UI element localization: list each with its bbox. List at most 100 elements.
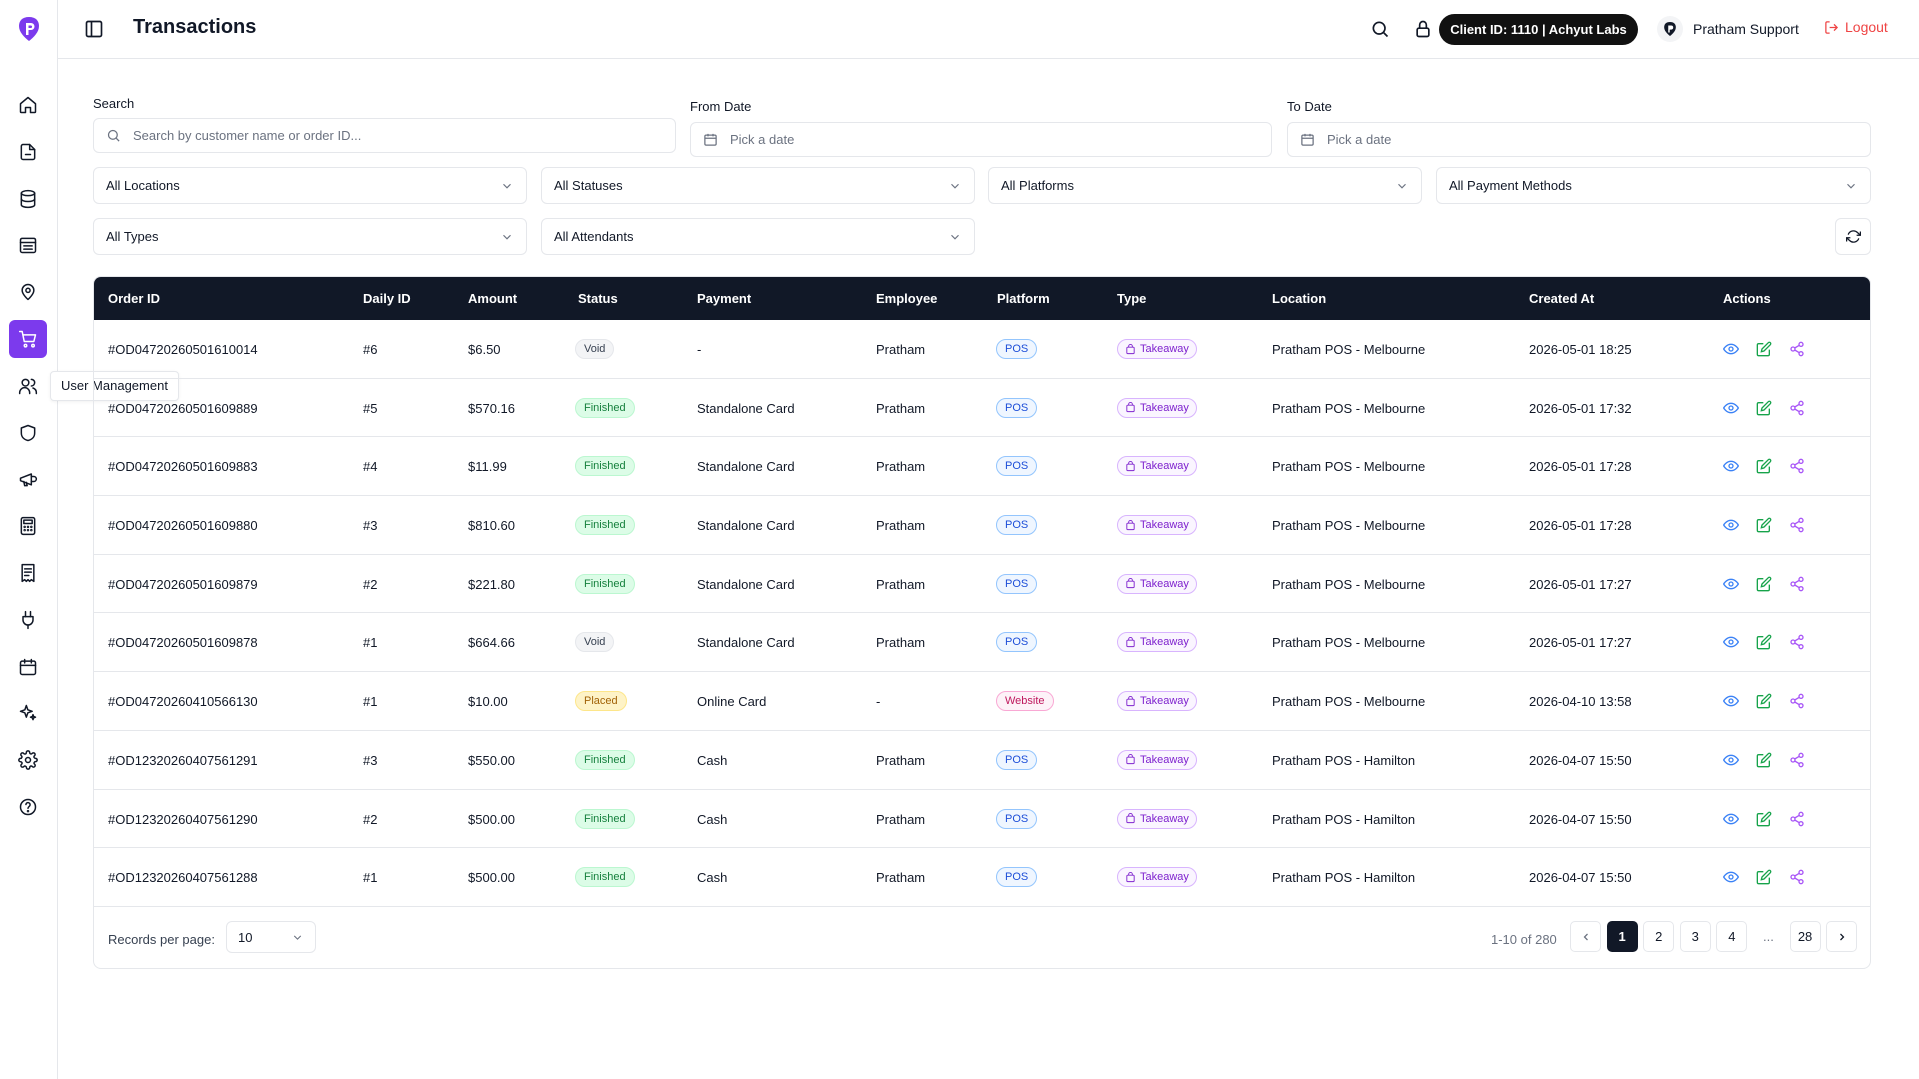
share-icon[interactable] — [1789, 341, 1805, 357]
search-icon[interactable] — [1370, 19, 1390, 39]
eye-icon[interactable] — [1723, 634, 1739, 650]
order-id[interactable]: #OD12320260407561290 — [108, 811, 258, 827]
table-row[interactable]: #OD04720260501609879 #2 $221.80 Finished Sta… — [94, 555, 1870, 614]
edit-icon[interactable] — [1756, 752, 1772, 768]
page-button[interactable]: 2 — [1643, 921, 1675, 952]
order-id[interactable]: #OD04720260501609879 — [108, 576, 258, 592]
share-icon[interactable] — [1789, 752, 1805, 768]
share-icon[interactable] — [1789, 400, 1805, 416]
sidebar-item-map-pin[interactable] — [9, 273, 47, 311]
chevron-down-icon — [951, 183, 959, 189]
next-page-button[interactable] — [1826, 921, 1858, 952]
sidebar-item-building[interactable] — [9, 226, 47, 264]
edit-icon[interactable] — [1756, 400, 1772, 416]
eye-icon[interactable] — [1723, 869, 1739, 885]
user-avatar[interactable] — [1657, 16, 1683, 42]
types-select[interactable]: All Types — [93, 218, 527, 255]
client-badge[interactable]: Client ID: 1110 | Achyut Labs — [1439, 14, 1638, 45]
location: Pratham POS - Hamilton — [1272, 811, 1416, 827]
statuses-select[interactable]: All Statuses — [541, 167, 975, 204]
amount: $664.66 — [468, 635, 515, 651]
lock-icon[interactable] — [1413, 19, 1433, 39]
sidebar-item-megaphone[interactable] — [9, 460, 47, 498]
sidebar-item-shield[interactable] — [9, 414, 47, 452]
attendants-select[interactable]: All Attendants — [541, 218, 975, 255]
row-actions — [1723, 517, 1805, 533]
share-icon[interactable] — [1789, 576, 1805, 592]
sidebar-item-plug[interactable] — [9, 601, 47, 639]
eye-icon[interactable] — [1723, 693, 1739, 709]
sidebar-item-database[interactable] — [9, 180, 47, 218]
eye-icon[interactable] — [1723, 517, 1739, 533]
table-row[interactable]: #OD12320260407561291 #3 $550.00 Finished Cas… — [94, 731, 1870, 790]
sidebar-item-calculator[interactable] — [9, 507, 47, 545]
table-row[interactable]: #OD04720260501609889 #5 $570.16 Finished Sta… — [94, 379, 1870, 438]
table-row[interactable]: #OD04720260501609883 #4 $11.99 Finished Stan… — [94, 437, 1870, 497]
eye-icon[interactable] — [1723, 811, 1739, 827]
sidebar-item-receipt[interactable] — [9, 554, 47, 592]
from-date-picker[interactable]: Pick a date — [690, 122, 1272, 157]
share-icon[interactable] — [1789, 811, 1805, 827]
locations-select[interactable]: All Locations — [93, 167, 527, 204]
share-icon[interactable] — [1789, 517, 1805, 533]
share-icon[interactable] — [1789, 869, 1805, 885]
edit-icon[interactable] — [1756, 517, 1772, 533]
edit-icon[interactable] — [1756, 458, 1772, 474]
sidebar-toggle-icon[interactable] — [84, 19, 104, 39]
sidebar-item-sparkles[interactable] — [9, 694, 47, 732]
sidebar-item-home[interactable] — [9, 86, 47, 124]
order-id[interactable]: #OD04720260501609880 — [108, 518, 258, 534]
edit-icon[interactable] — [1756, 869, 1772, 885]
platforms-select[interactable]: All Platforms — [988, 167, 1422, 204]
table-row[interactable]: #OD04720260501610014 #6 $6.50 Void - Pratham P… — [94, 320, 1870, 379]
table-row[interactable]: #OD04720260410566130 #1 $10.00 Placed Online… — [94, 672, 1870, 731]
order-id[interactable]: #OD12320260407561291 — [108, 752, 258, 768]
to-date-picker[interactable]: Pick a date — [1287, 122, 1871, 157]
eye-icon[interactable] — [1723, 400, 1739, 416]
eye-icon[interactable] — [1723, 341, 1739, 357]
eye-icon[interactable] — [1723, 576, 1739, 592]
to-date-label: To Date — [1287, 99, 1332, 114]
order-id[interactable]: #OD12320260407561288 — [108, 870, 258, 886]
table-row[interactable]: #OD12320260407561288 #1 $500.00 Finished Cas… — [94, 848, 1870, 907]
brand-logo[interactable] — [17, 16, 41, 42]
sidebar-item-file[interactable] — [9, 133, 47, 171]
records-per-page-select[interactable]: 10 — [226, 921, 316, 953]
user-name[interactable]: Pratham Support — [1693, 21, 1799, 37]
refresh-button[interactable] — [1835, 218, 1871, 255]
edit-icon[interactable] — [1756, 811, 1772, 827]
sidebar-item-gear[interactable] — [9, 741, 47, 779]
prev-page-button[interactable] — [1570, 921, 1601, 952]
order-id[interactable]: #OD04720260501610014 — [108, 342, 258, 357]
page-button[interactable]: 4 — [1716, 921, 1748, 952]
share-icon[interactable] — [1789, 693, 1805, 709]
sidebar-item-calendar[interactable] — [9, 648, 47, 686]
edit-icon[interactable] — [1756, 341, 1772, 357]
payment-methods-select[interactable]: All Payment Methods — [1436, 167, 1871, 204]
receipt-icon — [21, 563, 35, 583]
eye-icon[interactable] — [1723, 458, 1739, 474]
order-id[interactable]: #OD04720260501609889 — [108, 400, 258, 416]
sidebar-item-users[interactable] — [9, 367, 47, 405]
table-row[interactable]: #OD04720260501609880 #3 $810.60 Finished Sta… — [94, 496, 1870, 555]
share-icon[interactable] — [1789, 634, 1805, 650]
page-button[interactable]: 28 — [1789, 921, 1821, 952]
logout-button[interactable]: Logout — [1824, 19, 1888, 35]
order-id[interactable]: #OD04720260410566130 — [108, 694, 258, 710]
edit-icon[interactable] — [1756, 693, 1772, 709]
edit-icon[interactable] — [1756, 634, 1772, 650]
page-button[interactable]: 3 — [1679, 921, 1711, 952]
edit-icon[interactable] — [1756, 576, 1772, 592]
amount: $6.50 — [468, 342, 501, 357]
order-id[interactable]: #OD04720260501609883 — [108, 459, 258, 475]
page-button[interactable]: 1 — [1606, 921, 1638, 952]
sidebar-item-help[interactable] — [9, 788, 47, 826]
payment: Standalone Card — [697, 400, 795, 416]
eye-icon[interactable] — [1723, 752, 1739, 768]
table-row[interactable]: #OD12320260407561290 #2 $500.00 Finished Cas… — [94, 790, 1870, 849]
share-icon[interactable] — [1789, 458, 1805, 474]
search-input[interactable]: Search by customer name or order ID... — [93, 118, 676, 153]
table-row[interactable]: #OD04720260501609878 #1 $664.66 Void Standal… — [94, 613, 1870, 673]
sidebar-item-cart[interactable] — [9, 319, 47, 358]
order-id[interactable]: #OD04720260501609878 — [108, 635, 258, 651]
